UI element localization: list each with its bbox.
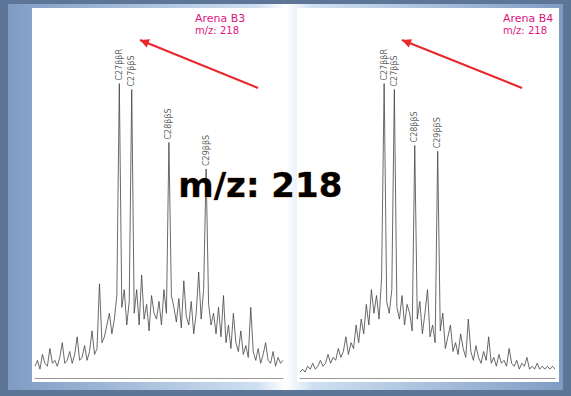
svg-text:C27ββR: C27ββR <box>380 49 389 81</box>
svg-text:m/z: 218: m/z: 218 <box>178 165 342 205</box>
svg-text:C29ββS: C29ββS <box>433 117 442 148</box>
svg-text:C29ββS: C29ββS <box>202 135 211 166</box>
svg-text:C28ββS: C28ββS <box>410 111 419 142</box>
svg-text:C28ββS: C28ββS <box>164 108 173 139</box>
svg-text:m/z: 218: m/z: 218 <box>195 25 239 36</box>
svg-text:m/z: 218: m/z: 218 <box>503 25 547 36</box>
svg-text:Arena B4: Arena B4 <box>503 12 553 25</box>
svg-text:C27ββR: C27ββR <box>115 49 124 81</box>
svg-text:Arena B3: Arena B3 <box>195 12 245 25</box>
svg-text:C27ββS: C27ββS <box>390 55 399 86</box>
svg-text:C27ββS: C27ββS <box>127 55 136 86</box>
